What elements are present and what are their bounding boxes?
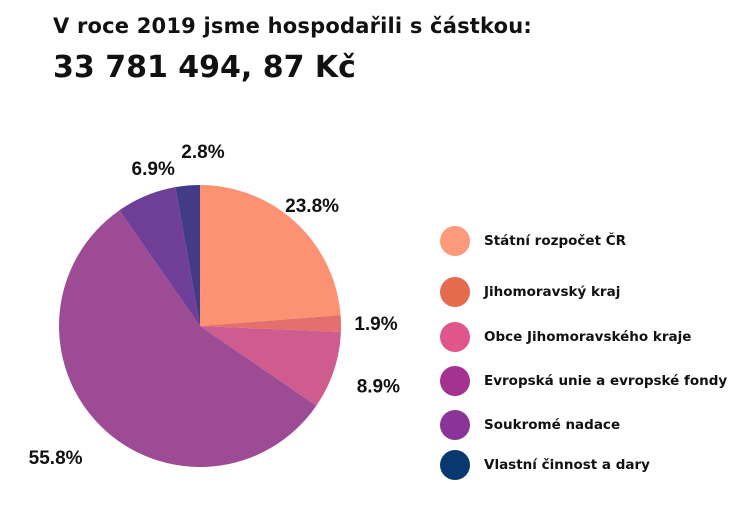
legend-swatch [440, 450, 470, 480]
slice-data-label: 6.9% [132, 159, 175, 180]
legend-swatch [440, 277, 470, 307]
legend-item: Státní rozpočet ČR [440, 226, 740, 256]
legend-item: Vlastní činnost a dary [440, 450, 740, 480]
slice-data-label: 2.8% [181, 142, 224, 163]
legend-label: Vlastní činnost a dary [484, 457, 650, 473]
slice-data-label: 1.9% [354, 314, 397, 335]
pie-slice-2 [200, 315, 341, 332]
slice-data-label: 55.8% [29, 448, 83, 469]
legend-item: Obce Jihomoravského kraje [440, 322, 740, 352]
legend-label: Soukromé nadace [484, 417, 621, 433]
slice-data-label: 8.9% [357, 376, 400, 397]
legend-label: Státní rozpočet ČR [484, 233, 627, 249]
legend-label: Jihomoravský kraj [484, 284, 621, 300]
pie-slice-1 [200, 185, 341, 326]
legend-item: Evropská unie a evropské fondy [440, 366, 740, 396]
pie-slice-4 [58, 210, 317, 468]
slice-data-label: 23.8% [285, 196, 339, 217]
pie-slice-5 [119, 187, 200, 326]
legend-swatch [440, 366, 470, 396]
legend-item: Jihomoravský kraj [440, 277, 740, 307]
legend-swatch [440, 410, 470, 440]
total-amount: 33 781 494, 87 Kč [53, 50, 356, 85]
legend-label: Evropská unie a evropské fondy [484, 373, 728, 389]
pie-slice-3 [200, 326, 341, 406]
legend-swatch [440, 322, 470, 352]
legend-item: Soukromé nadace [440, 410, 740, 440]
chart-heading: V roce 2019 jsme hospodařili s částkou: [53, 14, 532, 38]
legend-swatch [440, 226, 470, 256]
legend-label: Obce Jihomoravského kraje [484, 329, 692, 345]
pie-slice-6 [175, 185, 200, 326]
